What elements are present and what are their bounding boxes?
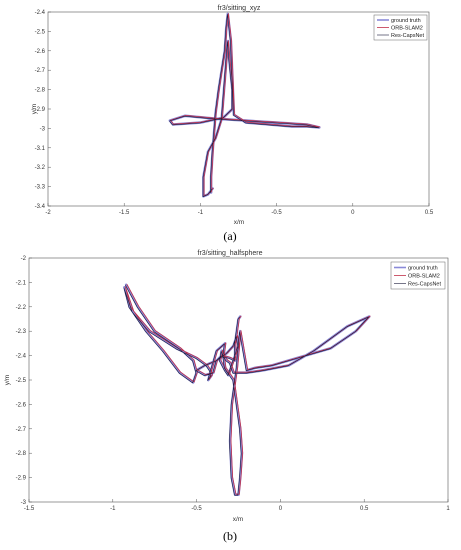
chart-b: fr3/sitting_halfsphere -1.5 -1 -0.5 0 0.5 1 -3… [4,250,450,523]
caption-b: (b) [223,529,237,543]
y-tick-label: -2.1 [16,280,27,286]
x-tick-label: -0.5 [191,506,202,512]
y-tick-label: -2 [21,256,27,262]
x-tick-label: -2 [45,210,51,216]
chart-a-legend: ground truth ORB-SLAM2 Res-CapsNet [373,14,428,41]
chart-b-title: fr3/sitting_halfsphere [198,250,263,257]
caption-a: (a) [223,229,236,243]
y-tick-label: -3.3 [35,185,46,191]
legend-label-ground-truth: ground truth [391,18,421,24]
x-tick-label: -1.5 [119,210,130,216]
legend-label-res-capsnet: Res-CapsNet [391,33,424,39]
caption-b-text: (b) [223,529,237,543]
series-line-orb-slam2 [170,13,321,197]
chart-b-ylabel: y/m [4,375,11,385]
legend-label-ground-truth: ground truth [408,266,438,272]
y-tick-label: -2.4 [35,10,46,16]
y-tick-label: -3.4 [35,204,46,210]
x-tick-label: 0 [351,210,355,216]
y-tick-label: -2.6 [16,402,27,408]
x-tick-label: -1 [198,210,204,216]
y-tick-label: -3.1 [35,146,46,152]
y-tick-label: -2.4 [16,354,27,360]
chart-b-axes-box [28,257,449,503]
chart-b-series [123,283,371,497]
chart-b-ticks: -1.5 -1 -0.5 0 0.5 1 -3 -2.9 -2.8 -2.7 -2.6 -2.5 -2.… [16,256,451,512]
chart-b-xlabel: x/m [233,516,243,523]
series-line-res-capsnet [123,284,369,496]
chart-a-ticks: -2 -1.5 -1 -0.5 0 0.5 -3.4 -3.3 -3.2 -3.1 -3 -2.9 -2… [35,10,434,216]
x-tick-label: 0.5 [360,506,369,512]
legend-label-res-capsnet: Res-CapsNet [408,282,441,288]
chart-a-axes-box [47,11,430,207]
y-tick-label: -2.5 [35,29,46,35]
legend-label-orb-slam2: ORB-SLAM2 [408,274,440,280]
y-tick-label: -2.8 [16,451,27,457]
y-tick-label: -2.6 [35,49,46,55]
chart-a: fr3/sitting_xyz -2 -1.5 -1 -0.5 0 0.5 -3.4 -3.3… [31,5,434,226]
x-tick-label: 0 [279,506,283,512]
chart-b-legend: ground truth ORB-SLAM2 Res-CapsNet [390,261,446,290]
y-tick-label: -2.7 [35,68,46,74]
y-tick-label: -2.3 [16,329,27,335]
chart-a-ylabel: y/m [31,104,38,114]
x-tick-label: -1.5 [24,506,35,512]
x-tick-label: -1 [110,506,116,512]
legend-label-orb-slam2: ORB-SLAM2 [391,26,423,32]
x-tick-label: 0.5 [425,210,434,216]
y-tick-label: -2.7 [16,427,27,433]
x-tick-label: 1 [446,506,450,512]
y-tick-label: -2.5 [16,378,27,384]
y-tick-label: -2.9 [35,107,46,113]
chart-a-title: fr3/sitting_xyz [218,5,261,12]
chart-a-series [168,12,321,198]
y-tick-label: -2.2 [16,305,27,311]
y-tick-label: -2.8 [35,88,46,94]
x-tick-label: -0.5 [271,210,282,216]
y-tick-label: -3 [21,500,27,506]
chart-a-xlabel: x/m [234,219,244,226]
y-tick-label: -2.9 [16,476,27,482]
caption-a-text: (a) [223,229,236,243]
y-tick-label: -3.2 [35,165,46,171]
y-tick-label: -3 [40,126,46,132]
series-line-res-capsnet [169,14,320,197]
